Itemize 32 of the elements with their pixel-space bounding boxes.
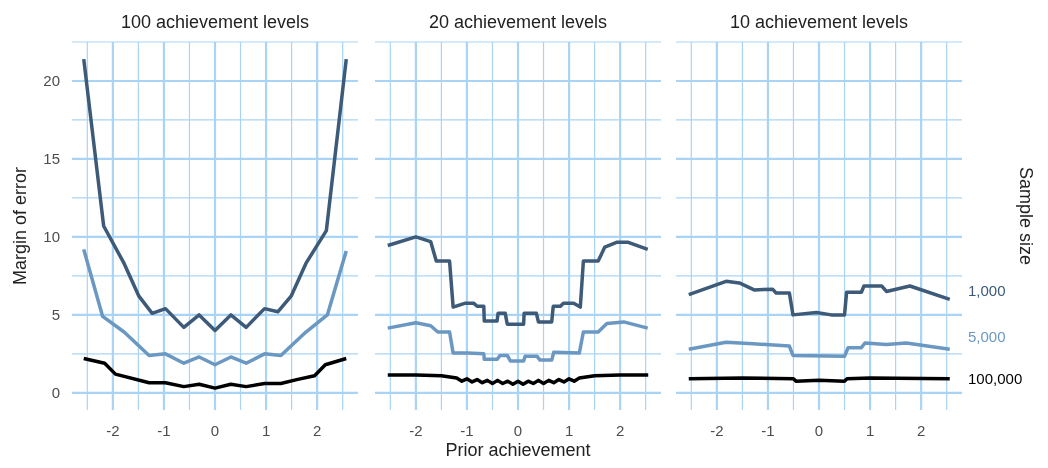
x-tick-label: -1 — [157, 422, 171, 439]
series-label: 1,000 — [968, 282, 1006, 300]
series-label: 100,000 — [968, 369, 1023, 387]
x-tick-label: 1 — [865, 422, 875, 439]
legend-title: Sample size — [1016, 166, 1036, 266]
x-tick-label: -1 — [460, 422, 474, 439]
x-tick-label: 0 — [814, 422, 824, 439]
chart-title: 100 achievement levels — [120, 12, 310, 32]
x-tick-label: 1 — [261, 422, 271, 439]
series-label: 5,000 — [968, 328, 1006, 346]
y-axis-title: Margin of error — [10, 166, 30, 286]
x-tick-label: 0 — [513, 422, 523, 439]
x-tick-label: 2 — [916, 422, 926, 439]
chart-title: 20 achievement levels — [428, 12, 608, 32]
x-tick-label: -1 — [761, 422, 775, 439]
x-axis-title: Prior achievement — [445, 440, 591, 460]
x-tick-label: 1 — [564, 422, 574, 439]
x-tick-label: 0 — [210, 422, 220, 439]
x-tick-label: 2 — [312, 422, 322, 439]
y-tick-label: 10 — [43, 227, 60, 245]
x-tick-label: -2 — [710, 422, 724, 439]
y-tick-label: 5 — [51, 305, 60, 323]
line-series — [82, 356, 348, 390]
y-tick-label: 15 — [43, 149, 60, 167]
y-tick-label: 0 — [51, 383, 60, 401]
x-tick-label: -2 — [409, 422, 423, 439]
line-series — [82, 57, 348, 333]
x-tick-label: -2 — [106, 422, 120, 439]
chart-title: 10 achievement levels — [729, 12, 909, 32]
line-series — [82, 247, 348, 367]
x-tick-label: 2 — [615, 422, 625, 439]
y-tick-label: 20 — [43, 71, 60, 89]
